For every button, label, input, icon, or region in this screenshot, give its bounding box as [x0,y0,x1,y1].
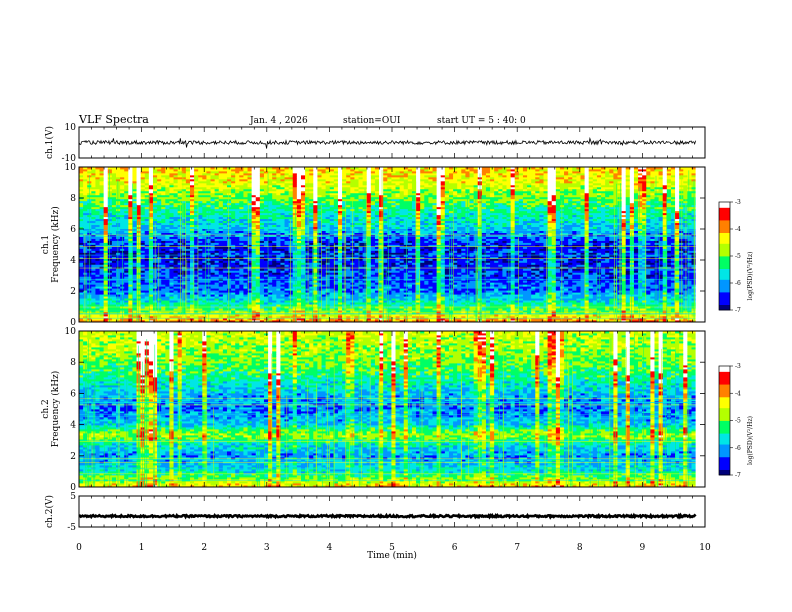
date-label: Jan. 4 , 2026 [249,116,308,126]
waveform-ch1-trace [79,138,696,148]
y-tick-label: 10 [65,123,77,133]
y-axis-label: ch.1(V) [44,126,55,159]
figure-title: VLF Spectra [78,113,149,126]
start-time-label: start UT = 5 : 40: 0 [437,116,526,126]
vlf-figure: VLF Spectra Jan. 4 , 2026 station=OUI st… [0,0,792,612]
station-label: station=OUI [343,116,401,126]
